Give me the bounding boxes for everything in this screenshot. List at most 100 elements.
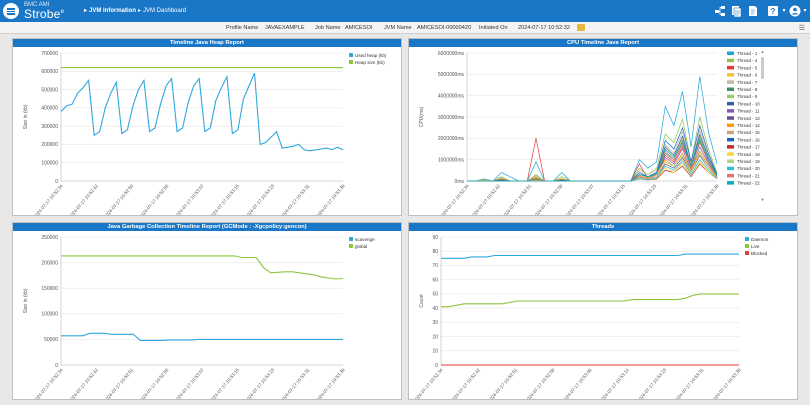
hierarchy-icon[interactable] [714,5,726,17]
x-tick-label: 2024-07-17 10:52:34 [413,367,445,399]
legend-swatch [727,51,734,55]
report-icon[interactable] [730,5,742,18]
y-tick-label: 10 [432,349,438,355]
series-line [467,128,718,182]
x-tick-label: 2024-07-17 10:52:51 [501,183,533,215]
y-tick-label: 0 [435,363,438,369]
legend-swatch [727,173,734,178]
legend-label: Thread - 11 [737,109,760,114]
x-tick-label: 2024-07-17 10:53:14 [599,367,631,399]
user-dropdown-icon[interactable]: ▾ [803,8,807,14]
document-icon[interactable] [747,5,759,17]
legend-label: Blocked [751,251,768,256]
y-tick-label: 150000 [41,286,58,292]
y-tick-label: 0ms [455,179,465,185]
legend-swatch [727,159,734,163]
x-tick-label: 2024-07-17 10:52:58 [138,183,170,215]
y-tick-label: 300000 [41,124,58,130]
x-tick-label: 2024-07-17 10:52:34 [33,183,65,215]
x-tick-label: 2024-07-17 10:53:31 [279,183,311,215]
legend-label: scavenge [355,237,375,242]
heap-panel: Timeline Java Heap Report 0 100000 200000 3… [12,38,402,216]
legend-swatch [727,166,734,171]
legend-swatch [349,60,353,64]
legend-label: Thread - 5 [737,65,758,70]
svg-text:?: ? [771,7,776,16]
help-icon[interactable]: ? [767,5,779,17]
y-tick-label: 700000 [41,51,58,57]
series-line [61,255,344,280]
x-tick-label: 2024-07-17 10:53:39 [689,183,721,215]
brand-logo: Strobee [24,7,64,21]
profile-label: Profile Name [226,25,259,31]
legend-swatch [727,87,734,91]
x-tick-label: 2024-07-17 10:53:31 [673,367,705,399]
x-tick-label: 2024-07-17 10:53:07 [174,183,206,215]
series-line [467,150,718,182]
hamburger-menu-icon[interactable] [3,3,19,19]
legend-swatch [727,145,734,149]
y-axis-label: CPU(ms) [419,106,425,127]
legend-label: Heap size (kb) [355,60,385,65]
folder-icon[interactable] [577,24,585,31]
y-axis-label: Size in (kb) [23,288,29,313]
y-tick-label: 50000 [44,337,58,343]
legend-label: global [355,244,367,249]
legend-label: Thread - 13 [737,116,760,121]
y-tick-label: 70 [432,263,438,269]
legend-swatch [349,53,353,57]
y-tick-label: 30 [432,320,438,326]
legend-swatch [727,73,734,77]
x-tick-label: 2024-07-17 10:53:07 [564,183,596,215]
legend-label: Thread - 17 [737,145,760,150]
y-tick-label: 20 [432,334,438,340]
series-line [467,150,718,182]
series-line [467,159,718,182]
x-tick-label: 2024-07-17 10:53:23 [244,183,276,215]
legend-label: Thread - 10 [737,101,760,106]
legend-label: Thread - 16 [737,137,760,142]
legend-label: Thread - 4 [737,58,758,63]
legend-label: Used heap (kb) [355,53,387,58]
gc-panel: Java Garbage Collection Timeline Report … [12,222,402,400]
x-tick-label: 2024-07-17 10:53:23 [626,183,658,215]
initiated-label: Initiated On [479,25,508,31]
x-tick-label: 2024-07-17 10:52:42 [68,367,100,399]
user-icon[interactable] [789,5,801,17]
series-line [467,76,718,182]
x-tick-label: 2024-07-17 10:52:42 [68,183,100,215]
legend-swatch [745,244,749,248]
legend-swatch [727,137,734,142]
legend-swatch [727,116,734,120]
legend-swatch [727,130,734,135]
y-axis-label: Size in (kb) [23,104,29,129]
legend-swatch [727,181,734,185]
y-tick-label: 100000 [41,312,58,318]
y-tick-label: 500000 [41,87,58,93]
x-tick-label: 2024-07-17 10:52:50 [103,183,135,215]
legend-label: Thread - 18 [737,152,760,157]
legend-swatch [727,123,734,127]
legend-scroll-down: ▼ [761,197,765,202]
x-tick-label: 2024-07-17 10:52:34 [439,183,471,215]
y-tick-label: 50 [432,292,438,298]
help-dropdown-icon[interactable]: ▾ [782,8,786,14]
heap-chart: 0 100000 200000 300000 400000 500000 600000 700… [23,51,387,215]
x-tick-label: 2024-07-17 10:52:59 [532,183,564,215]
jvm-value: AMICESOI-00000420 [417,25,472,31]
threads-panel: Threads 0 10 20 30 40 50 60 70 80 90 2024-07-17 10… [408,222,798,400]
gc-panel-title: Java Garbage Collection Timeline Report … [13,223,401,231]
series-line [61,332,343,341]
legend-label: Thread - 21 [737,173,760,178]
side-menu-icon[interactable]: ☰ [798,25,805,32]
legend-label: Thread - 20 [737,166,760,171]
legend-label: Thread - 9 [737,94,758,99]
gc-chart: 0 50000 100000 150000 200000 250000 2024-07-17… [23,235,375,399]
x-tick-label: 2024-07-17 10:52:51 [487,367,519,399]
legend-swatch [349,244,353,248]
y-tick-label: 5000000ms [438,72,465,78]
breadcrumb-jvm-information[interactable]: JVM Information [84,7,136,14]
top-bar: BMC AMI Strobee JVM Information JVM Dash… [0,0,810,22]
breadcrumb-jvm-dashboard[interactable]: JVM Dashboard [138,7,186,14]
